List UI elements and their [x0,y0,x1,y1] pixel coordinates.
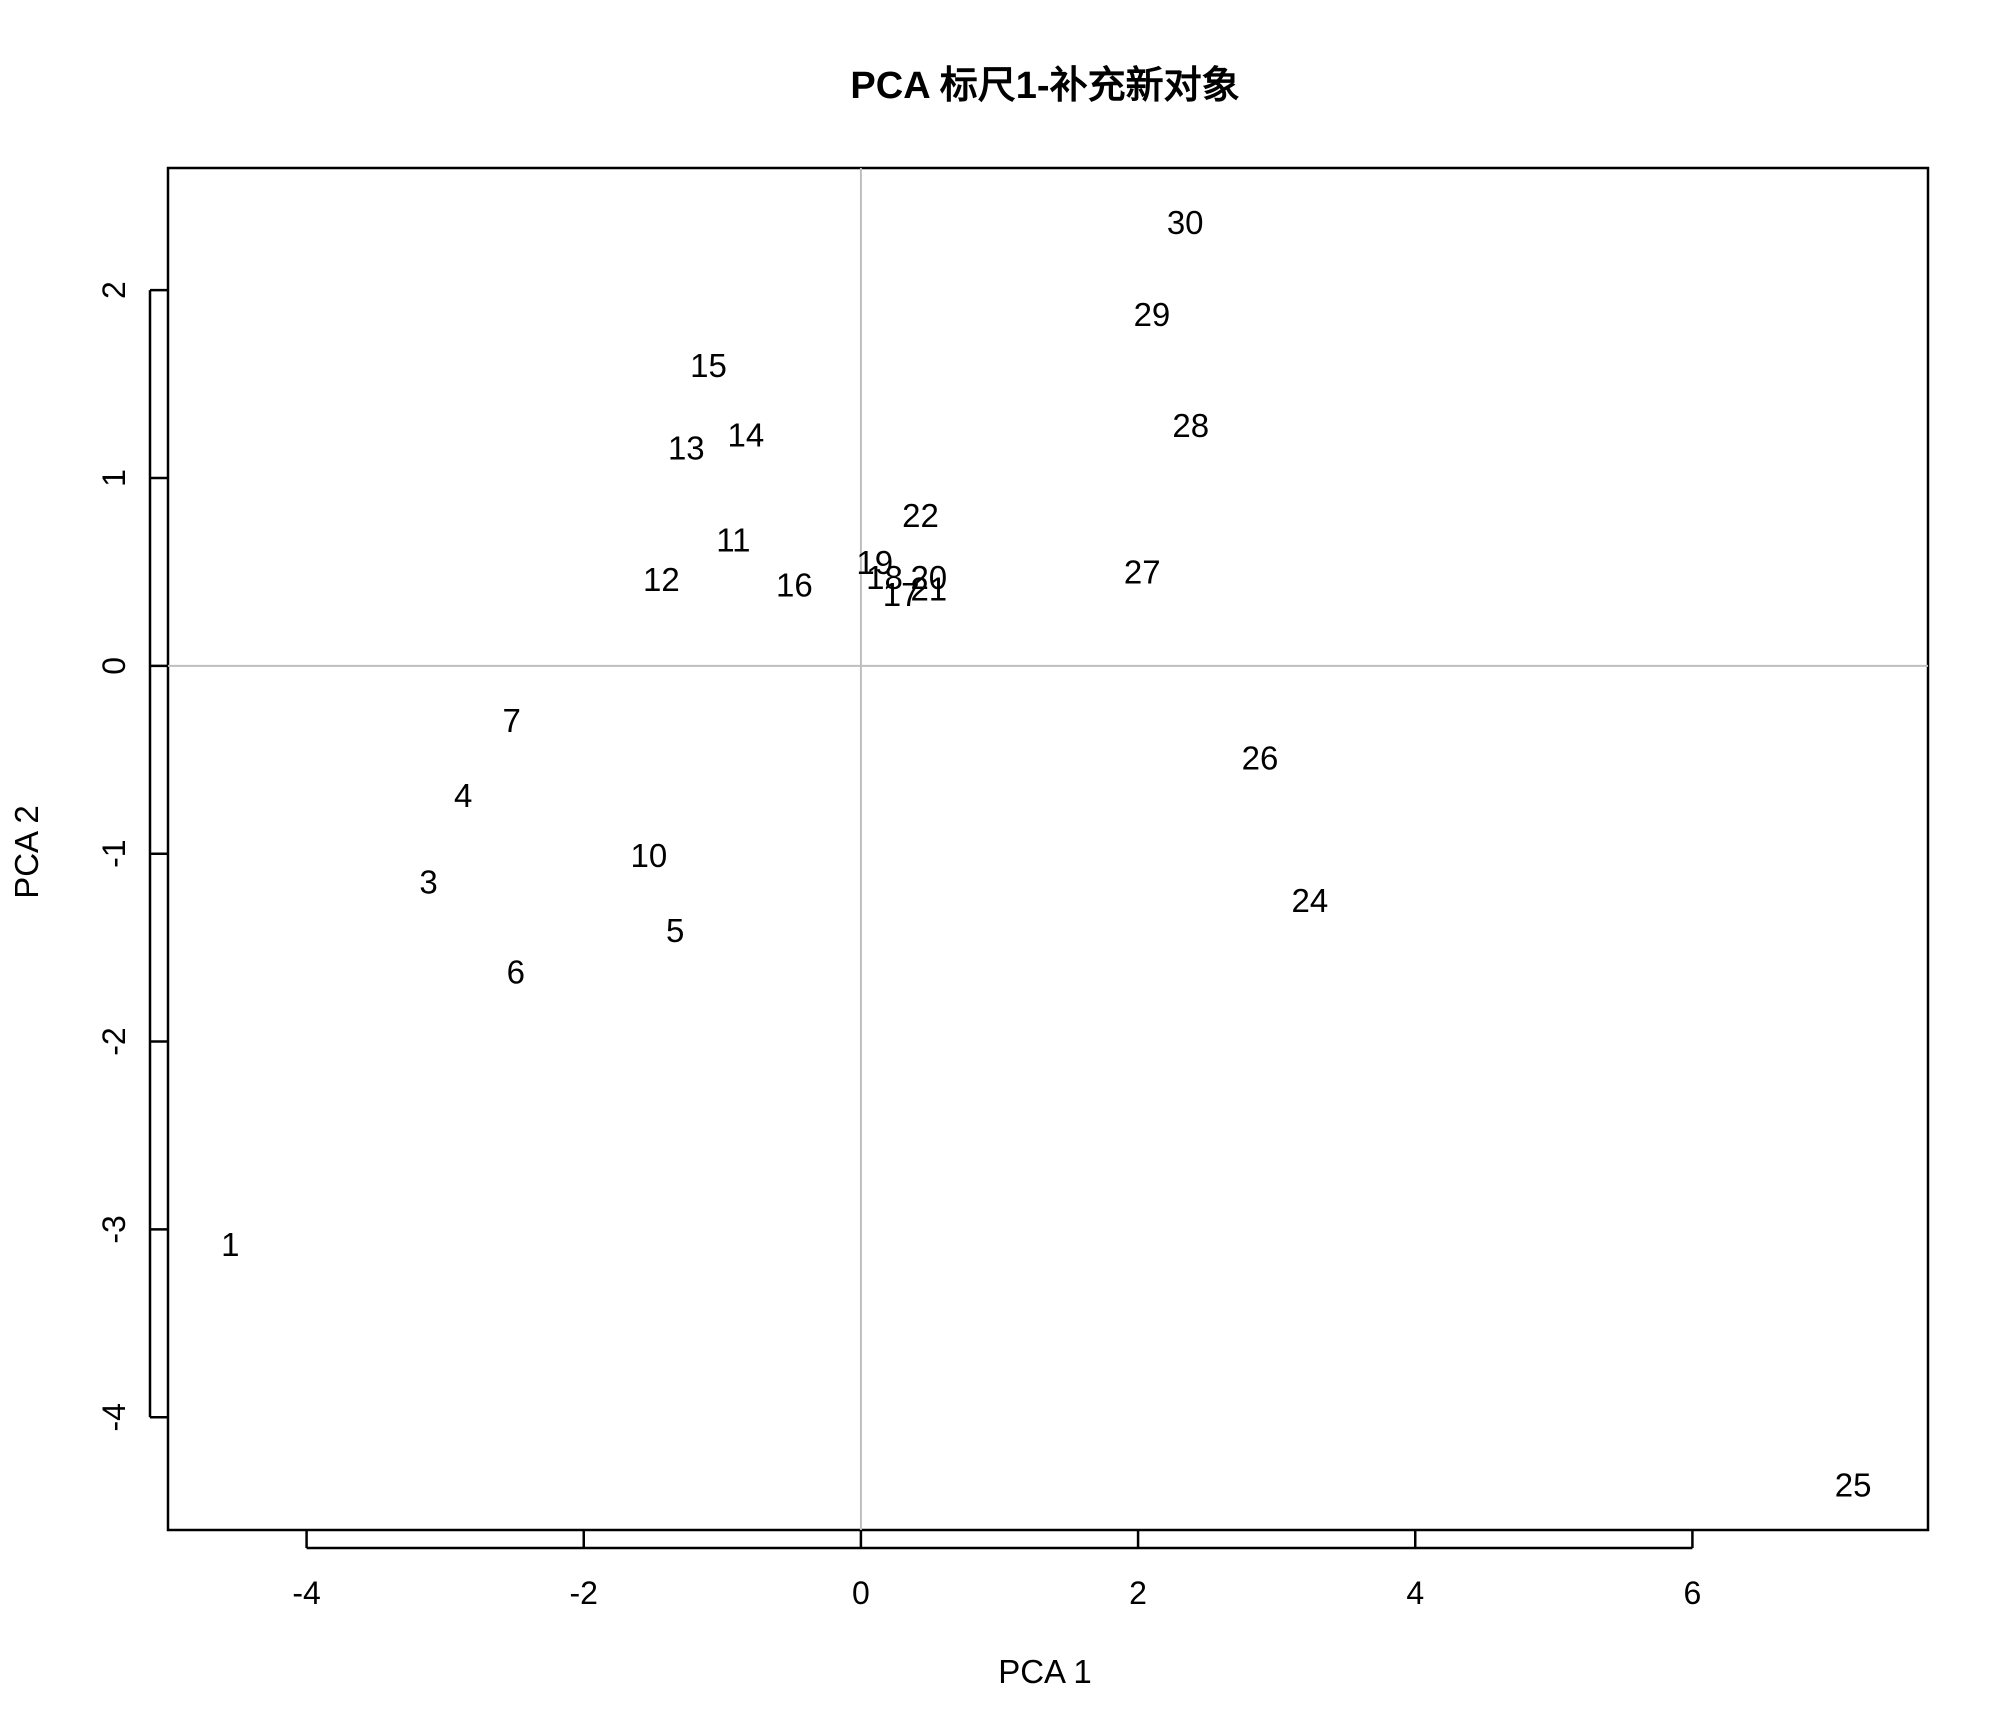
point-label-6: 6 [507,954,525,991]
y-tick-label: -4 [96,1403,132,1431]
point-label-14: 14 [728,416,765,453]
x-tick-label: 0 [852,1575,870,1611]
point-label-5: 5 [666,912,684,949]
point-label-4: 4 [454,777,472,814]
point-label-22: 22 [902,497,939,534]
point-label-20: 20 [910,559,947,596]
chart-title: PCA 标尺1-补充新对象 [850,65,1239,107]
x-tick-label: -2 [570,1575,598,1611]
point-label-11: 11 [716,521,750,558]
x-axis-label: PCA 1 [998,1653,1092,1690]
point-label-12: 12 [643,561,680,598]
point-label-3: 3 [419,863,437,900]
y-axis: -4 -3 -2 -1 0 1 2 [96,281,168,1432]
plot-frame [166,166,1930,1532]
x-tick-label: 4 [1406,1575,1424,1611]
point-label-19: 19 [856,544,893,581]
point-label-27: 27 [1124,553,1161,590]
point-label-18: 18 [866,559,903,596]
point-label-24: 24 [1292,882,1329,919]
y-axis-label: PCA 2 [8,805,45,899]
x-tick-label: -4 [292,1575,320,1611]
point-label-10: 10 [631,837,668,874]
point-label-29: 29 [1134,296,1171,333]
point-label-16: 16 [776,567,813,604]
y-tick-label: -1 [96,839,132,867]
point-label-1: 1 [221,1226,239,1263]
point-label-21: 21 [910,570,947,607]
y-tick-label: 0 [96,657,132,675]
point-label-13: 13 [668,429,705,466]
x-tick-label: 2 [1129,1575,1147,1611]
x-tick-label: 6 [1684,1575,1702,1611]
y-tick-label: 1 [96,469,132,487]
point-label-15: 15 [690,347,727,384]
y-tick-label: -3 [96,1215,132,1243]
x-axis: -4 -2 0 2 4 6 [292,1530,1701,1611]
point-label-25: 25 [1835,1466,1872,1503]
point-label-28: 28 [1172,407,1209,444]
y-tick-label: 2 [96,281,132,299]
point-label-7: 7 [503,702,521,739]
point-label-26: 26 [1242,739,1279,776]
point-label-17: 17 [883,576,920,613]
y-tick-label: -2 [96,1027,132,1055]
point-label-30: 30 [1167,204,1204,241]
